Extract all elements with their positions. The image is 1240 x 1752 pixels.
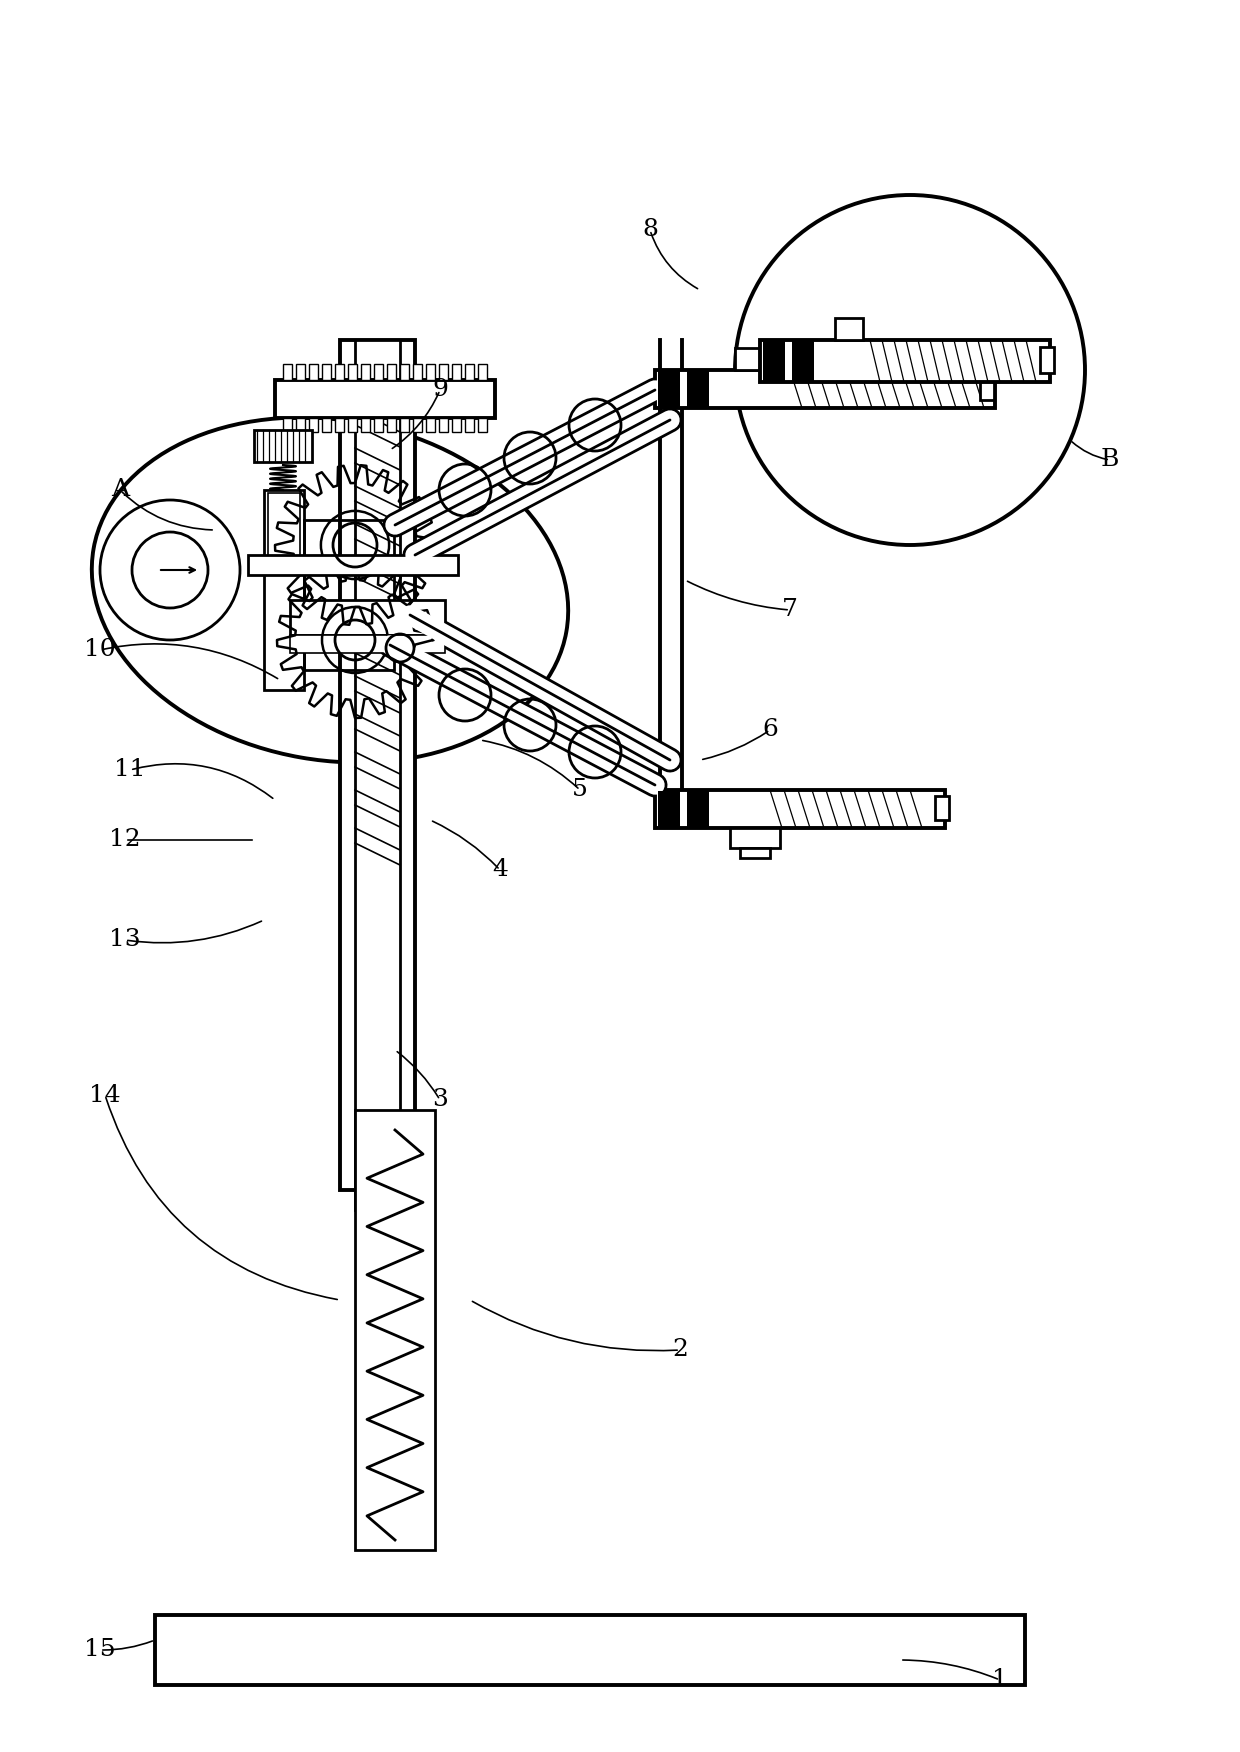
Text: 12: 12 bbox=[109, 829, 141, 851]
Bar bbox=[413, 419, 422, 433]
Bar bbox=[687, 790, 709, 827]
Bar bbox=[335, 364, 343, 380]
Bar bbox=[374, 419, 383, 433]
Bar bbox=[760, 340, 1050, 382]
Text: 3: 3 bbox=[432, 1088, 448, 1111]
Text: 11: 11 bbox=[114, 759, 146, 781]
Bar bbox=[401, 419, 409, 433]
Bar bbox=[296, 419, 305, 433]
Bar bbox=[655, 370, 994, 408]
Bar bbox=[290, 599, 445, 634]
Bar bbox=[283, 419, 291, 433]
Text: 13: 13 bbox=[109, 929, 141, 951]
Bar bbox=[355, 340, 401, 1211]
Bar bbox=[735, 349, 765, 370]
Bar bbox=[687, 371, 709, 406]
Bar bbox=[477, 419, 487, 433]
Bar bbox=[427, 419, 435, 433]
Bar bbox=[387, 364, 396, 380]
Bar bbox=[835, 319, 863, 340]
Bar bbox=[655, 790, 945, 829]
Bar bbox=[427, 364, 435, 380]
Bar bbox=[340, 340, 415, 1190]
Text: 5: 5 bbox=[572, 778, 588, 801]
Bar bbox=[254, 429, 312, 463]
Text: 8: 8 bbox=[642, 219, 658, 242]
Bar bbox=[465, 364, 474, 380]
Text: 6: 6 bbox=[763, 718, 777, 741]
Bar bbox=[304, 520, 394, 669]
Bar bbox=[453, 364, 461, 380]
Text: 10: 10 bbox=[84, 638, 115, 662]
Text: A: A bbox=[110, 478, 129, 501]
Bar bbox=[658, 371, 680, 406]
Bar bbox=[935, 795, 949, 820]
Bar bbox=[763, 342, 785, 380]
Bar bbox=[658, 790, 680, 827]
Bar bbox=[275, 380, 495, 419]
Bar bbox=[792, 342, 813, 380]
Bar bbox=[361, 419, 370, 433]
Text: 1: 1 bbox=[992, 1668, 1008, 1691]
Ellipse shape bbox=[92, 417, 568, 762]
Bar bbox=[355, 1111, 435, 1551]
Bar bbox=[413, 364, 422, 380]
Bar bbox=[439, 364, 448, 380]
Text: 9: 9 bbox=[432, 378, 448, 401]
Bar bbox=[283, 364, 291, 380]
Bar bbox=[439, 419, 448, 433]
Bar bbox=[335, 419, 343, 433]
Text: 2: 2 bbox=[672, 1339, 688, 1361]
Bar bbox=[1040, 347, 1054, 373]
Text: 4: 4 bbox=[492, 858, 508, 881]
Bar bbox=[387, 419, 396, 433]
Bar bbox=[477, 364, 487, 380]
Bar bbox=[309, 364, 317, 380]
Bar bbox=[322, 364, 331, 380]
Bar bbox=[453, 419, 461, 433]
Bar bbox=[268, 492, 300, 573]
Bar bbox=[374, 364, 383, 380]
Bar bbox=[290, 634, 445, 653]
Text: B: B bbox=[1101, 449, 1120, 471]
Bar bbox=[980, 377, 994, 399]
Bar bbox=[296, 364, 305, 380]
Bar bbox=[309, 419, 317, 433]
Bar bbox=[348, 419, 357, 433]
Bar bbox=[465, 419, 474, 433]
Bar bbox=[155, 1615, 1025, 1685]
Bar bbox=[264, 491, 304, 690]
Bar bbox=[322, 419, 331, 433]
Bar bbox=[361, 364, 370, 380]
Bar bbox=[740, 848, 770, 858]
Bar bbox=[348, 364, 357, 380]
Bar bbox=[401, 364, 409, 380]
Text: 7: 7 bbox=[782, 599, 797, 622]
Bar bbox=[730, 829, 780, 848]
Text: 15: 15 bbox=[84, 1638, 115, 1661]
Text: 14: 14 bbox=[89, 1083, 120, 1107]
Bar bbox=[248, 555, 458, 575]
